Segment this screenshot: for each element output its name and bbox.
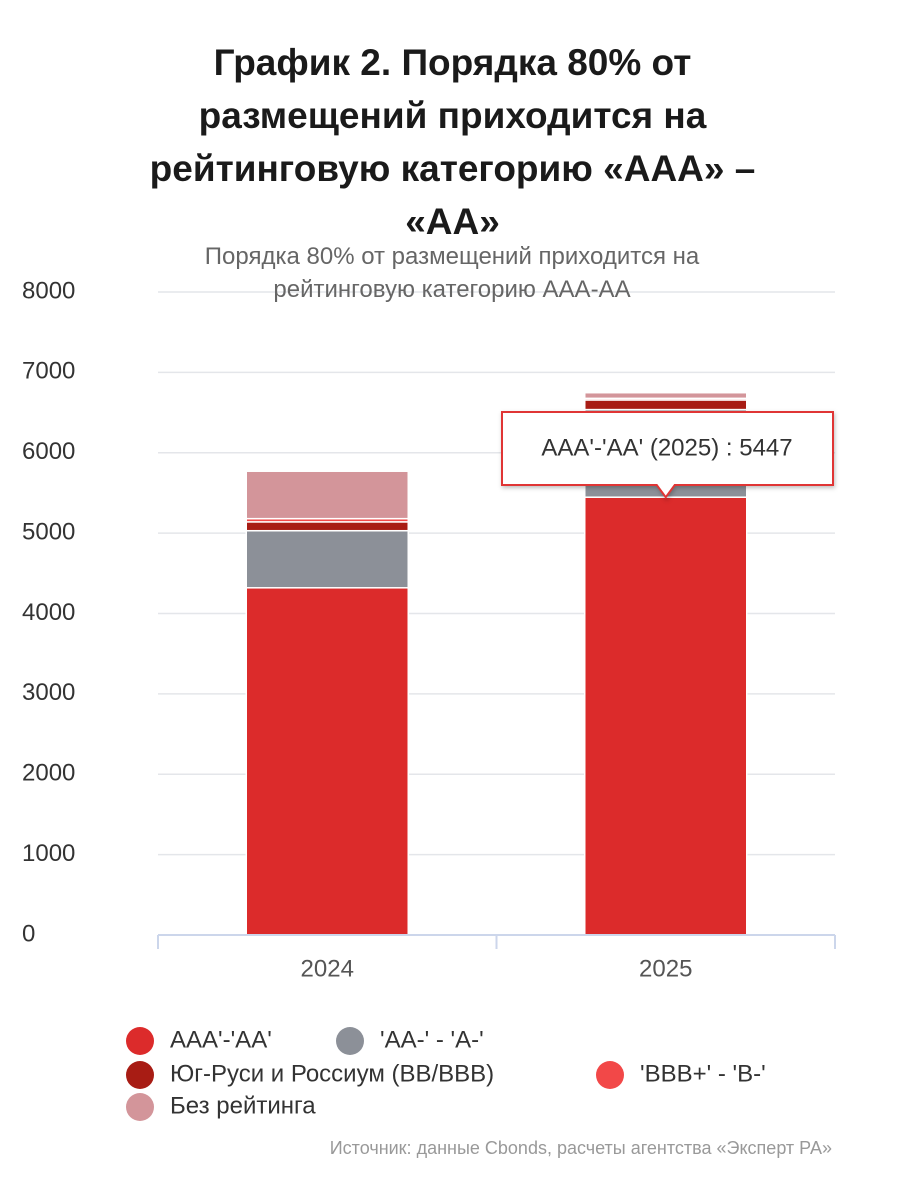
legend-label: 'BBB+' - 'B-' [640, 1060, 766, 1087]
bar-segment [245, 587, 409, 936]
tooltip-box [501, 411, 834, 499]
bar-segment [584, 496, 748, 936]
legend-label: Без рейтинга [170, 1092, 316, 1119]
bar-segment [245, 521, 409, 532]
legend-marker [126, 1061, 154, 1089]
legend-marker [126, 1093, 154, 1121]
y-tick-label: 0 [22, 920, 35, 947]
source: Источник: данные Cbonds, расчеты агентст… [330, 1138, 832, 1158]
chart-subtitle: Порядка 80% от размещений приходится на … [204, 243, 700, 303]
y-tick-label: 6000 [22, 438, 75, 465]
chart-title: График 2. Порядка 80% от размещений прих… [149, 42, 756, 242]
y-tick-label: 5000 [22, 518, 75, 545]
bar-segment [245, 470, 409, 520]
tooltip-text: AAA'-'AA' (2025) : 5447 [541, 434, 792, 461]
tooltip: AAA'-'AA' (2025) : 5447 [501, 411, 834, 499]
legend-marker [336, 1027, 364, 1055]
y-tick-label: 4000 [22, 599, 75, 626]
y-tick-label: 2000 [22, 760, 75, 787]
x-tick-label: 2025 [639, 955, 692, 982]
x-tick-label: 2024 [301, 955, 354, 982]
legend-label: AAA'-'AA' [170, 1026, 272, 1053]
legend-label: 'AA-' - 'A-' [380, 1026, 484, 1053]
y-tick-label: 8000 [22, 277, 75, 304]
bar-segment [245, 529, 409, 589]
bar-segment [584, 391, 748, 400]
y-tick-label: 3000 [22, 679, 75, 706]
legend-marker [596, 1061, 624, 1089]
bar-segment [584, 399, 748, 411]
y-tick-label: 7000 [22, 358, 75, 385]
legend-label: Юг-Руси и Россиум (BB/BBB) [170, 1060, 494, 1087]
legend-marker [126, 1027, 154, 1055]
y-tick-label: 1000 [22, 840, 75, 867]
